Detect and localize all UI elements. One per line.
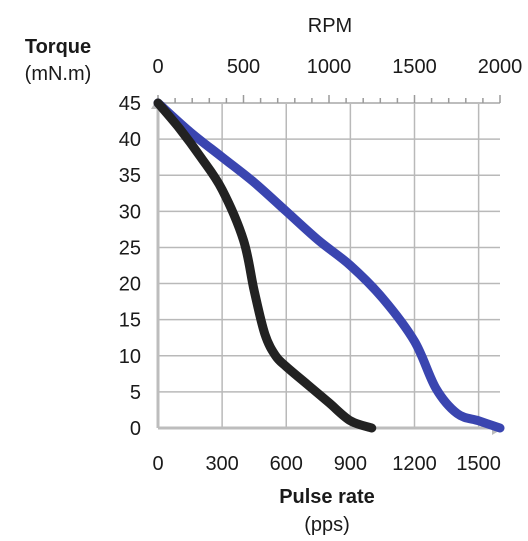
y-tick-label: 10 (119, 346, 141, 368)
y-tick-label: 35 (119, 165, 141, 187)
y-tick-label: 15 (119, 310, 141, 332)
y-tick-label: 5 (130, 382, 141, 404)
y-tick-label: 40 (119, 129, 141, 151)
axes (151, 95, 504, 435)
x-axis-unit: (pps) (304, 514, 350, 536)
y-axis-label: Torque (25, 36, 91, 58)
series-line-2 (153, 98, 377, 433)
x-axis-label: Pulse rate (279, 486, 375, 508)
x-tick-label: 600 (270, 453, 303, 475)
tick-labels: 0 5 10 15 20 25 30 35 40 45 0 300 600 900 1200 1500 0 500… (119, 56, 523, 475)
x-tick-label: 900 (334, 453, 367, 475)
x-tick-label: 0 (152, 453, 163, 475)
top-tick-label: 1000 (307, 56, 352, 78)
y-tick-label: 45 (119, 93, 141, 115)
top-tick-label: 1500 (392, 56, 437, 78)
top-tick-label: 2000 (478, 56, 523, 78)
series-line-1 (153, 98, 505, 433)
x-tick-label: 1500 (456, 453, 501, 475)
top-axis-label: RPM (308, 15, 352, 37)
y-tick-label: 30 (119, 201, 141, 223)
x-tick-label: 1200 (392, 453, 437, 475)
x-tick-label: 300 (205, 453, 238, 475)
y-tick-label: 25 (119, 237, 141, 259)
y-axis-unit: (mN.m) (25, 63, 92, 85)
top-tick-label: 500 (227, 56, 260, 78)
series-lines (153, 98, 505, 433)
y-tick-label: 20 (119, 274, 141, 296)
y-tick-label: 0 (130, 418, 141, 440)
top-tick-label: 0 (152, 56, 163, 78)
